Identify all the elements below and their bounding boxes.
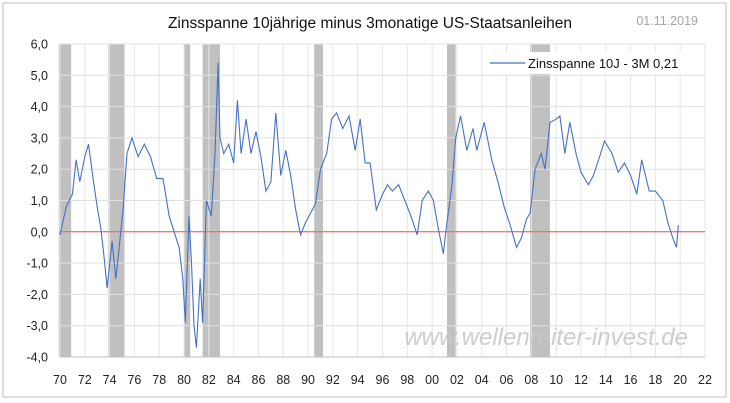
y-tick-label: 2,0 xyxy=(31,163,48,177)
x-tick-label: 08 xyxy=(524,373,538,387)
x-tick-label: 06 xyxy=(500,373,514,387)
y-tick-label: -4,0 xyxy=(26,351,48,365)
x-tick-label: 00 xyxy=(425,373,439,387)
y-tick-label: -1,0 xyxy=(26,257,48,271)
x-tick-label: 14 xyxy=(599,373,613,387)
x-tick-label: 84 xyxy=(227,373,241,387)
x-tick-label: 98 xyxy=(400,373,414,387)
x-tick-label: 82 xyxy=(202,373,216,387)
x-tick-label: 80 xyxy=(177,373,191,387)
x-tick-label: 96 xyxy=(376,373,390,387)
x-tick-label: 72 xyxy=(78,373,92,387)
y-tick-label: -2,0 xyxy=(26,288,48,302)
x-tick-label: 20 xyxy=(673,373,687,387)
x-tick-label: 76 xyxy=(127,373,141,387)
watermark: www.wellenreiter-invest.de xyxy=(404,324,688,351)
x-tick-label: 22 xyxy=(698,373,712,387)
y-tick-label: -3,0 xyxy=(26,319,48,333)
legend: Zinsspanne 10J - 3M 0,21 xyxy=(484,52,700,74)
x-tick-label: 88 xyxy=(276,373,290,387)
x-tick-label: 70 xyxy=(53,373,67,387)
x-tick-label: 86 xyxy=(252,373,266,387)
x-tick-label: 78 xyxy=(152,373,166,387)
y-tick-label: 4,0 xyxy=(31,100,48,114)
x-tick-label: 10 xyxy=(549,373,563,387)
y-tick-label: 3,0 xyxy=(31,131,48,145)
x-tick-label: 16 xyxy=(624,373,638,387)
x-tick-label: 04 xyxy=(475,373,489,387)
legend-background xyxy=(484,52,700,74)
legend-label: Zinsspanne 10J - 3M 0,21 xyxy=(528,56,678,71)
series-line xyxy=(59,62,679,348)
y-tick-label: 1,0 xyxy=(31,194,48,208)
x-tick-label: 90 xyxy=(301,373,315,387)
x-tick-label: 94 xyxy=(351,373,365,387)
x-tick-label: 02 xyxy=(450,373,464,387)
x-tick-label: 92 xyxy=(326,373,340,387)
x-tick-label: 18 xyxy=(648,373,662,387)
y-tick-label: 6,0 xyxy=(31,38,48,52)
chart-title: Zinsspanne 10jährige minus 3monatige US-… xyxy=(168,15,572,32)
y-tick-label: 5,0 xyxy=(31,69,48,83)
x-tick-label: 12 xyxy=(574,373,588,387)
chart-date: 01.11.2019 xyxy=(636,14,698,28)
x-tick-label: 74 xyxy=(103,373,117,387)
y-tick-label: 0,0 xyxy=(31,225,48,239)
